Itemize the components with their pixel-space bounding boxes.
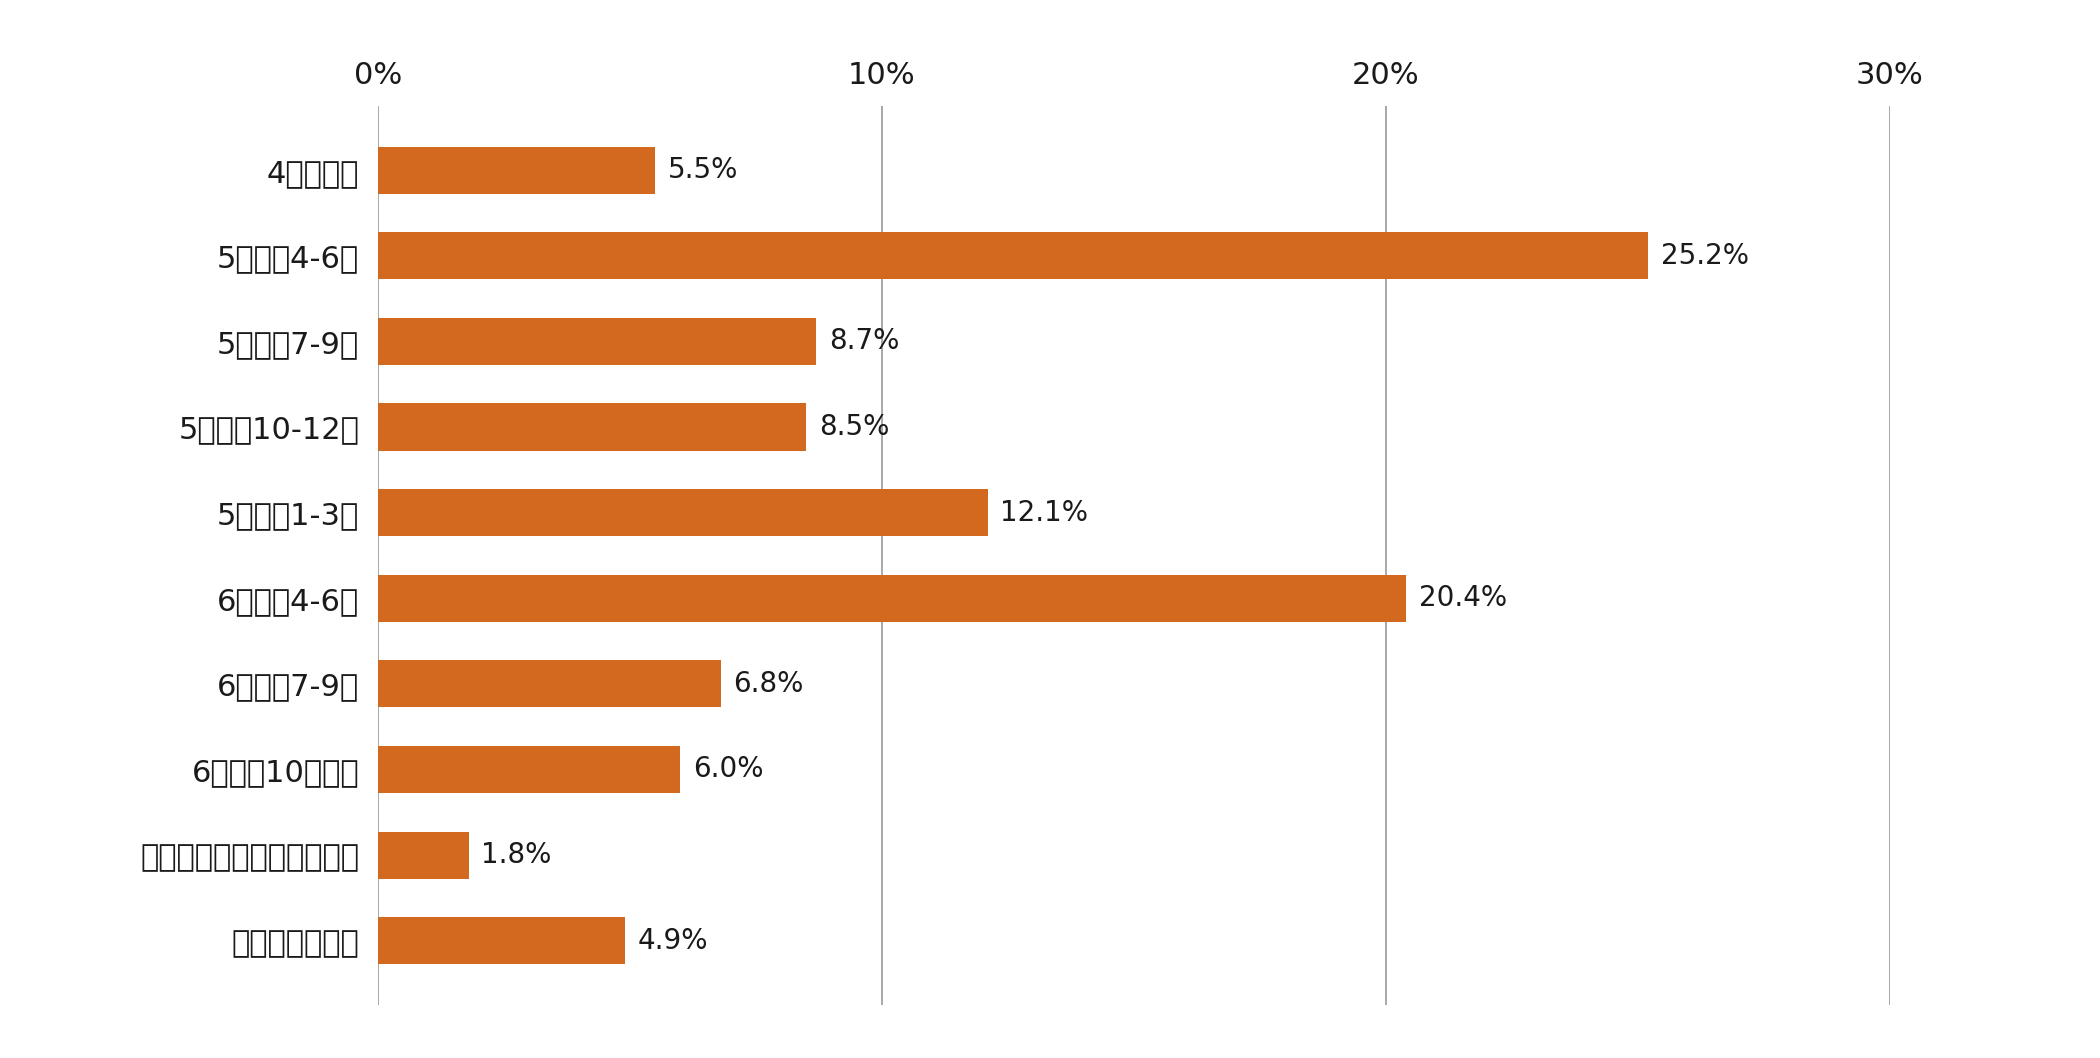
Bar [378, 660, 720, 708]
Bar [378, 147, 655, 194]
Text: 8.5%: 8.5% [819, 413, 890, 441]
Text: 4.9%: 4.9% [638, 927, 708, 954]
Bar [378, 233, 1648, 279]
Bar [378, 403, 806, 451]
Bar [378, 746, 680, 794]
Bar [378, 917, 626, 964]
Bar [378, 832, 468, 878]
Text: 12.1%: 12.1% [1000, 498, 1088, 527]
Bar [378, 489, 987, 536]
Text: 6.8%: 6.8% [733, 670, 804, 698]
Text: 1.8%: 1.8% [481, 841, 552, 869]
Bar [378, 574, 1407, 622]
Text: 6.0%: 6.0% [693, 755, 764, 784]
Text: 20.4%: 20.4% [1420, 584, 1508, 613]
Bar [378, 317, 817, 365]
Text: 8.7%: 8.7% [830, 327, 899, 355]
Text: 25.2%: 25.2% [1661, 242, 1749, 270]
Text: 5.5%: 5.5% [668, 157, 739, 184]
